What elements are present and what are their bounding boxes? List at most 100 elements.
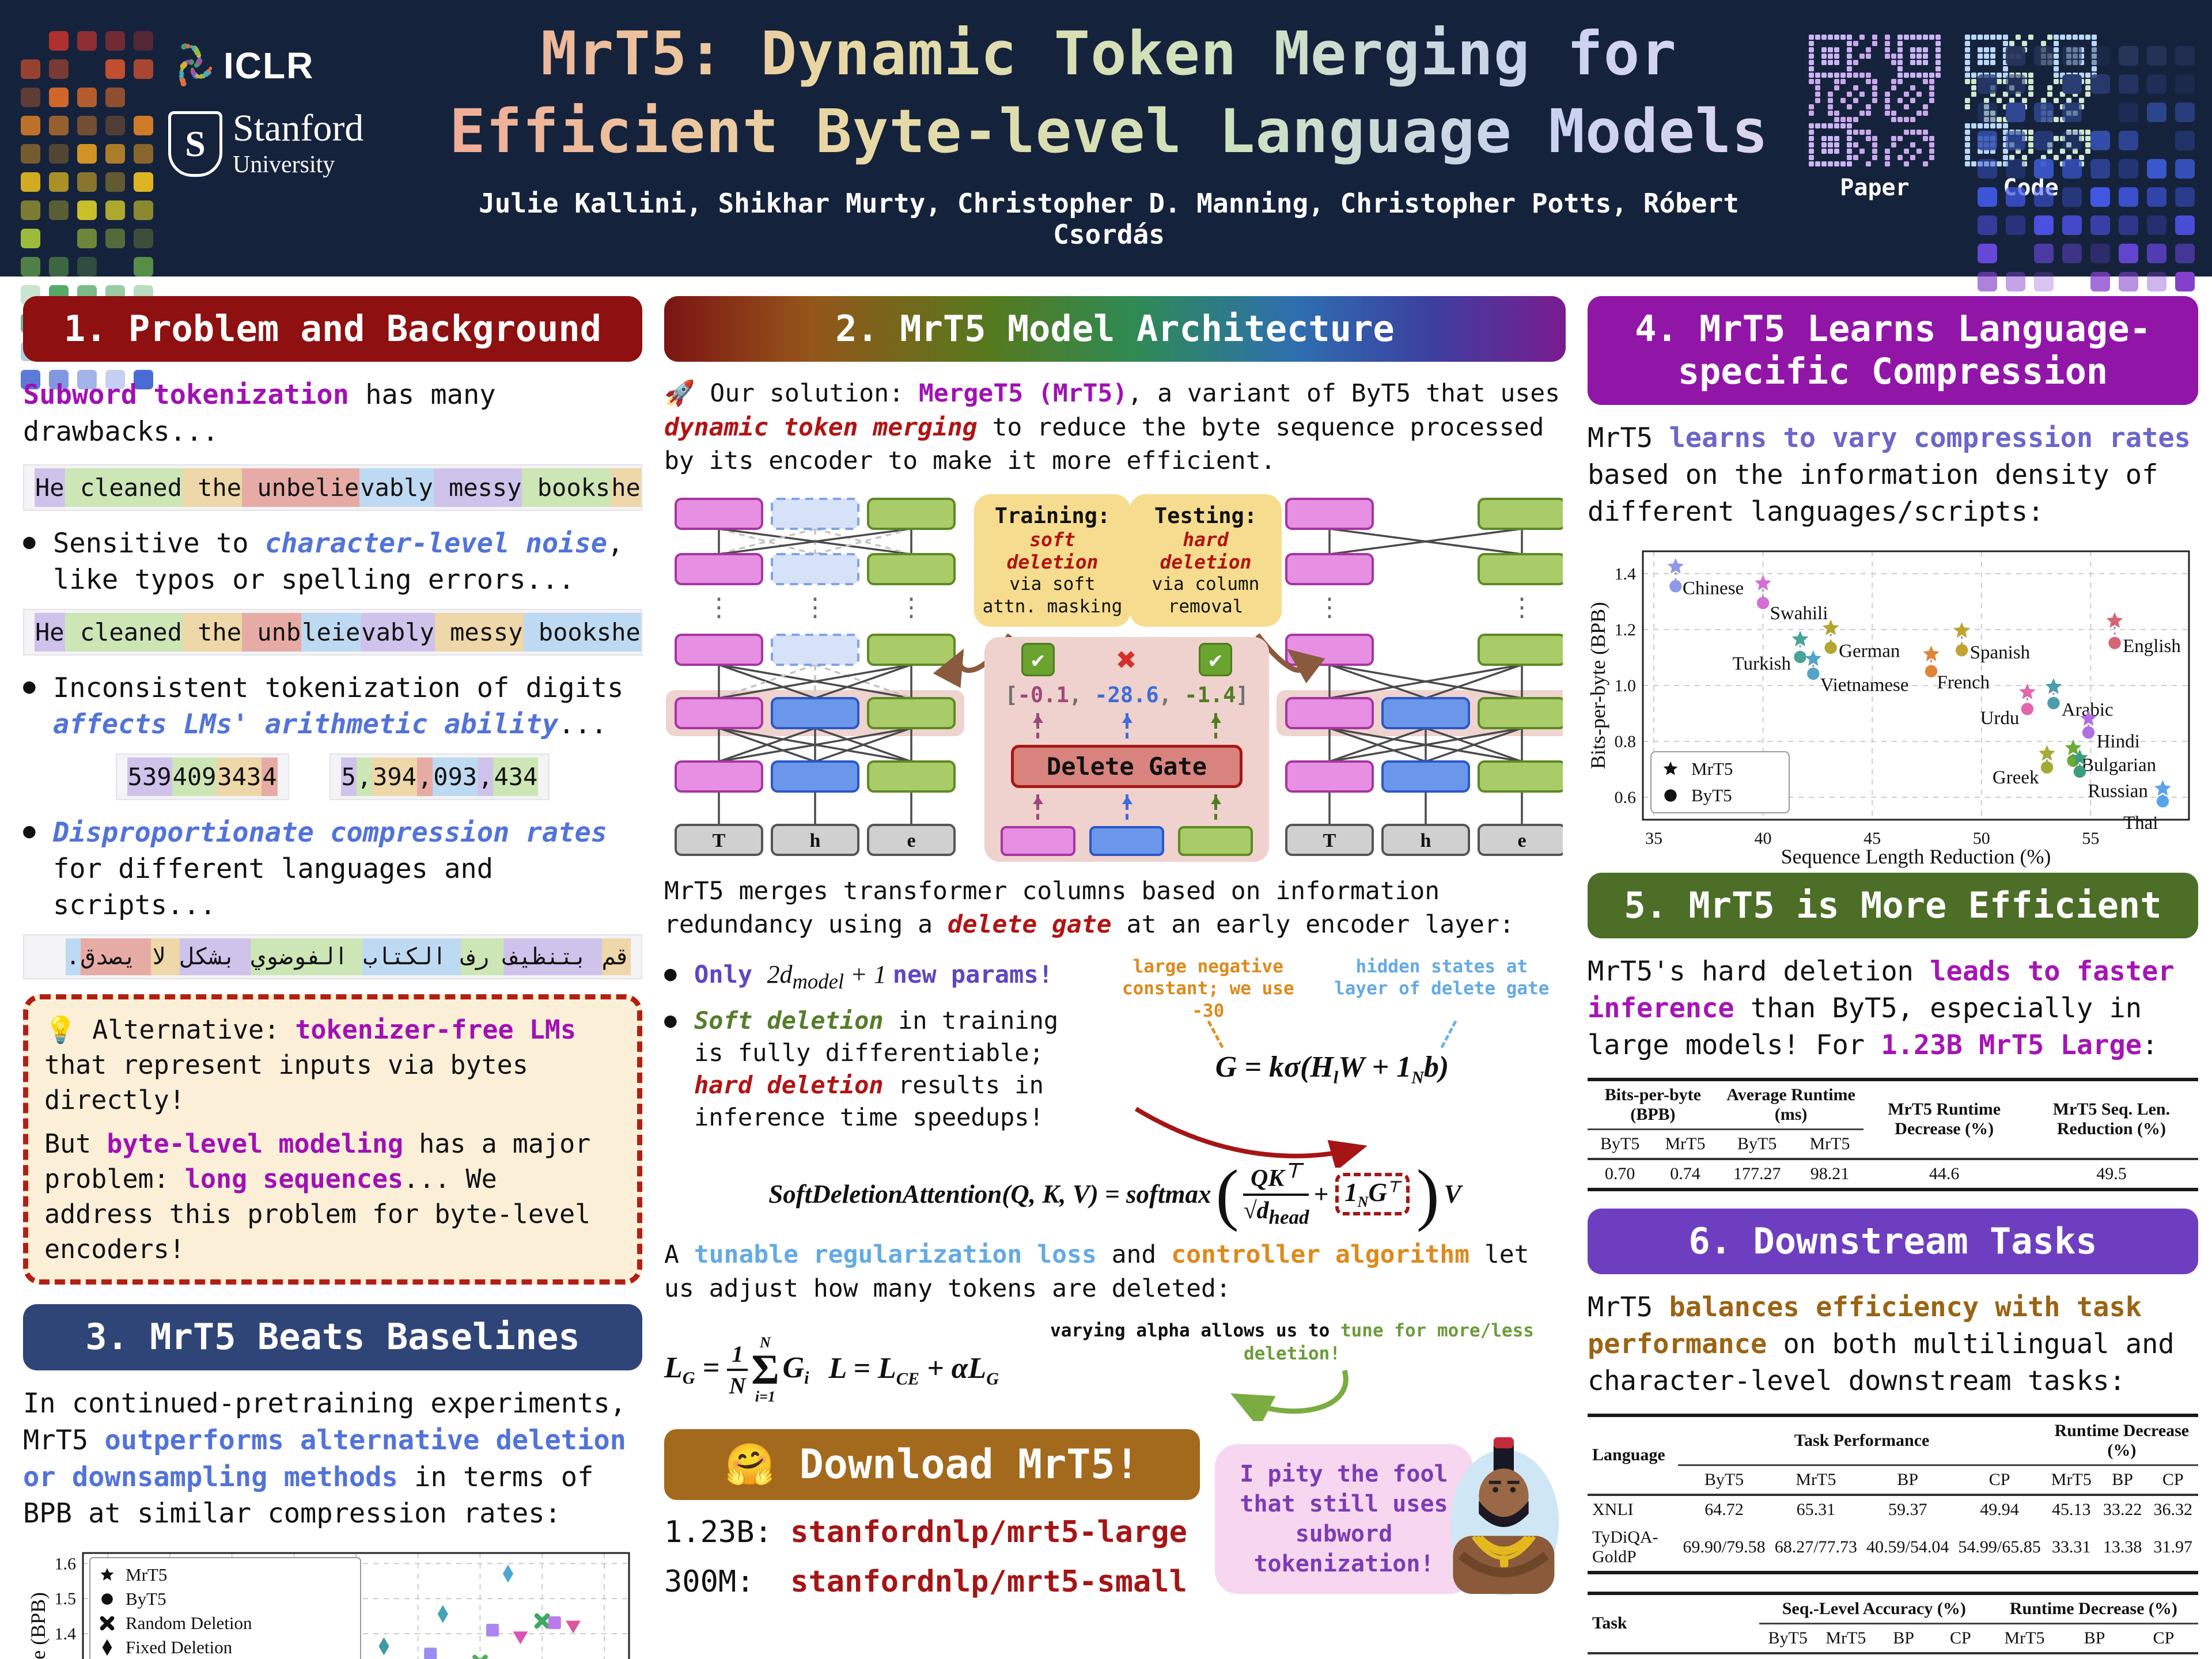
poster-header: ICLR S Stanford University MrT5: Dynamic… [0,0,2212,389]
f3-sigma-bottom: i=1 [755,1388,775,1406]
svg-text:h: h [810,830,821,851]
testing-callout: Testing: hard deletion via column remova… [1130,494,1282,627]
model-small-row: 300M: stanfordnlp/mrt5-small [664,1565,1200,1599]
svg-text:⋮: ⋮ [1317,593,1342,622]
download-left: 🤗 Download MrT5! 1.23B: stanfordnlp/mrt5… [664,1429,1200,1599]
f3-g-sub: i [804,1368,809,1388]
svg-text:Bulgarian: Bulgarian [2081,755,2156,775]
params-2d: 2d [767,960,793,988]
highlight-merget5: MergeT5 (MrT5) [918,379,1128,408]
delete-cell: ✖ [1089,643,1164,676]
dashed-arrow-icon [1122,794,1132,820]
params-math: 2dmodel + 1 [767,960,893,993]
params-plus1: + 1 [844,960,893,988]
bullet-digits: Inconsistent tokenization of digits affe… [23,671,642,743]
highlight-character-level-noise: character-level noise [264,528,608,560]
f2-one-sub: N [1357,1193,1369,1210]
annotation-negative-constant: large negative constant; we use -30 [1122,956,1294,1022]
testing-hard-deletion: hard deletion [1160,528,1252,573]
poster-columns: 1. Problem and Background Subword tokeni… [0,276,2212,1659]
lang-intro-c: based on the information density of diff… [1588,459,2158,528]
highlight-mrt5-large: 1.23B MrT5 Large [1881,1029,2142,1061]
column-results: 4. MrT5 Learns Language-specific Compres… [1588,296,2198,1659]
reg-a: A [664,1240,694,1270]
f4-eq: = [846,1351,878,1385]
f1-c: b) [1423,1050,1449,1084]
stanford-logo: S Stanford University [168,109,410,179]
training-title: Training: [994,503,1111,528]
sigma-icon: Σ [751,1346,779,1394]
f2-prefix: SoftDeletionAttention(Q, K, V) = softmax [768,1179,1211,1209]
f2-denominator: √dhead [1243,1196,1309,1229]
col-runtime-decrease: MrT5 Runtime Decrease (%) [1863,1079,2025,1160]
testing-title: Testing: [1154,503,1257,528]
speech-bubble: I pity the fool that still uses subword … [1215,1444,1473,1594]
dashed-connector-orange [1207,1020,1224,1048]
baselines-intro-c: in terms of BPB at similar compression r… [23,1461,594,1530]
f2-sqrtd: √d [1243,1197,1269,1224]
gate-value-2: -28.6 [1094,682,1159,707]
svg-text:1.0: 1.0 [1615,676,1637,695]
f4-g-sub: G [986,1369,999,1389]
highlight-controller-algorithm: controller algorithm [1171,1240,1469,1270]
bullet-noise-c: , like typos or spelling errors... [53,528,624,596]
dashed-arrow-icon [1210,713,1221,739]
f3-eq: = [695,1351,728,1384]
baselines-intro-a: In continued-pretraining experiments, Mr… [23,1387,626,1456]
callout-line1-rest: that represent inputs via bytes directly… [44,1050,528,1116]
delete-gate-panel: ✔ ✖ ✔ [-0.1, -28.6, -1.4] Delete Gate [984,637,1269,862]
model-large-size: 1.23B: [664,1514,772,1550]
callout-line1: 💡 Alternative: tokenizer-free LMs that r… [44,1012,621,1118]
poster-title-line2: Efficient Byte-level Language Models [438,93,1780,171]
svg-text:e: e [1517,830,1526,851]
f4-d: L [968,1351,987,1385]
svg-text:Greek: Greek [1993,767,2039,788]
down-c: on both multilingual and character-level… [1588,1328,2175,1397]
mr-t-illustration [1450,1437,1559,1596]
t1-corner: Language [1588,1415,1679,1496]
download-banner: 🤗 Download MrT5! [664,1429,1200,1500]
soft-deletion-attention-formula: SoftDeletionAttention(Q, K, V) = softmax… [664,1107,1566,1232]
gate-comma-1: , [1069,682,1095,707]
f4-alpha: + α [919,1351,968,1385]
svg-text:Urdu: Urdu [1980,707,2020,728]
svg-text:French: French [1937,672,1990,693]
stanford-university: University [233,151,335,178]
merge-text: MrT5 merges transformer columns based on… [664,874,1566,942]
logo-block: ICLR S Stanford University [168,38,410,179]
reg-c: and [1096,1240,1172,1270]
eff-c: than ByT5, especially in large models! F… [1588,992,2142,1061]
svg-text:ByT5: ByT5 [126,1589,166,1609]
f3-l: L [664,1351,683,1384]
f2-close-paren: ) [1416,1155,1440,1232]
f3-den: N [729,1373,746,1399]
col-seq-len-reduction: MrT5 Seq. Len. Reduction (%) [2024,1079,2198,1160]
problem-bullets-1: Sensitive to character-level noise, like… [23,526,642,599]
eff-a: MrT5's hard deletion [1588,955,1930,987]
alpha-note: varying alpha allows us to tune for more… [1018,1319,1566,1366]
f1-a: G = kσ(H [1215,1050,1334,1084]
svg-text:T: T [713,830,726,851]
paper-qr-label: Paper [1840,175,1910,201]
mr-t-zone: I pity the fool that still uses subword … [1215,1429,1566,1659]
efficiency-group-row: Bits-per-byte (BPB) Average Runtime (ms)… [1588,1079,2198,1160]
model-small-name: stanfordnlp/mrt5-small [790,1564,1187,1599]
f2-qk: QK [1251,1165,1285,1192]
f1-sub-n: N [1411,1067,1424,1088]
svg-text:Random Deletion: Random Deletion [126,1613,252,1633]
callout-problem: has a major problem: [44,1128,591,1194]
download-block: 🤗 Download MrT5! 1.23B: stanfordnlp/mrt5… [664,1429,1566,1659]
column-problem: 1. Problem and Background Subword tokeni… [23,296,642,1659]
svg-text:55: 55 [2082,829,2099,848]
efficiency-subheader-row: ByT5 MrT5 ByT5 MrT5 [1588,1129,2198,1160]
gate-in-arrow-3 [1178,794,1253,820]
eff-e: : [2142,1029,2158,1061]
svg-text:ByT5: ByT5 [1691,785,1732,805]
svg-text:Bits-per-byte (BPB): Bits-per-byte (BPB) [1588,601,1609,768]
gate-values: [-0.1, -28.6, -1.4] [1005,683,1248,707]
svg-text:Hindi: Hindi [2097,731,2140,752]
